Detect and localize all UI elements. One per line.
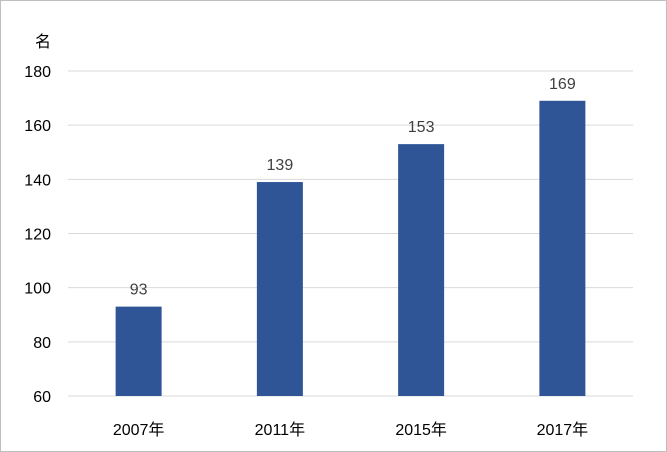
bars xyxy=(115,100,586,397)
x-tick-label: 2017年 xyxy=(537,421,589,439)
data-label: 153 xyxy=(408,119,435,136)
data-label: 169 xyxy=(549,76,576,93)
x-axis-ticks: 2007年 2011年 2015年 2017年 xyxy=(113,421,588,439)
y-tick-label: 60 xyxy=(33,389,51,406)
x-tick-label: 2011年 xyxy=(255,421,305,439)
y-tick-label: 140 xyxy=(24,172,51,189)
bar xyxy=(256,182,303,396)
y-tick-label: 180 xyxy=(24,64,51,81)
bar xyxy=(115,306,162,396)
bar xyxy=(539,100,586,397)
data-label: 139 xyxy=(267,157,294,174)
y-tick-label: 120 xyxy=(24,227,51,244)
y-tick-label: 160 xyxy=(24,118,51,135)
data-label: 93 xyxy=(130,282,148,299)
y-tick-label: 80 xyxy=(33,335,51,352)
x-tick-label: 2015年 xyxy=(395,421,447,439)
bar xyxy=(398,144,445,396)
y-axis-unit-label: 名 xyxy=(35,32,51,51)
x-tick-label: 2007年 xyxy=(113,421,165,439)
y-axis-ticks: 60 80 100 120 140 160 180 xyxy=(24,64,51,406)
y-tick-label: 100 xyxy=(24,281,51,298)
gridlines xyxy=(68,70,633,397)
data-labels: 93 139 153 169 xyxy=(130,76,576,299)
